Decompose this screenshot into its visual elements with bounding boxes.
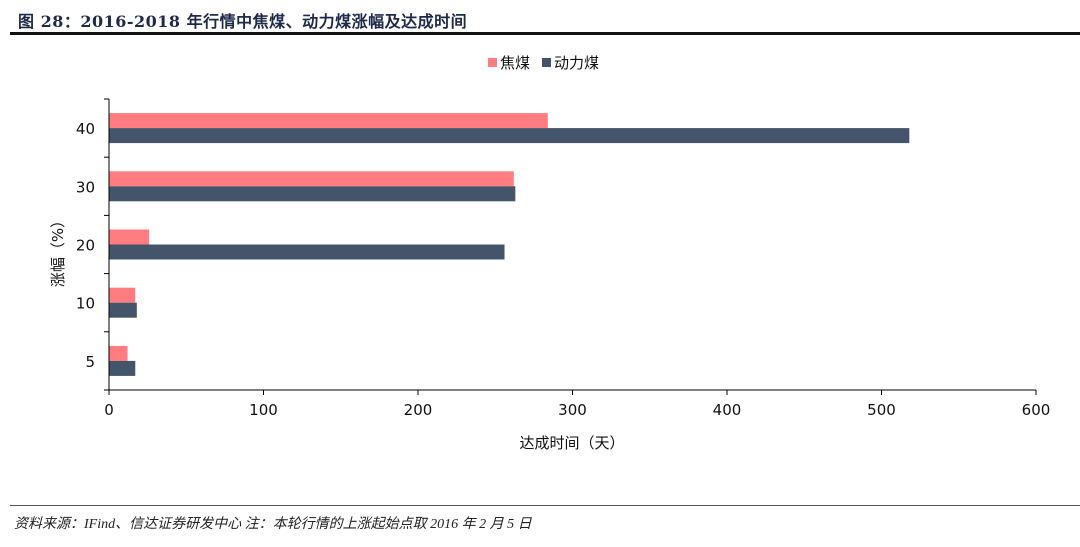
source-note: 资料来源：IFind、信达证券研发中心 注：本轮行情的上涨起始点取 2016 年… — [14, 517, 532, 532]
bar-coking-coal-40 — [109, 113, 548, 129]
legend-swatch-coking-coal — [488, 58, 497, 67]
x-axis-label: 达成时间（天） — [519, 434, 624, 452]
bar-coking-coal-20 — [109, 229, 150, 245]
legend: 焦煤 动力煤 — [488, 54, 599, 72]
bar-thermal-coal-10 — [109, 302, 137, 318]
y-tick-label: 20 — [76, 237, 95, 255]
legend-label-coking-coal: 焦煤 — [500, 54, 530, 72]
y-tick-label: 40 — [76, 120, 95, 138]
x-tick-label: 400 — [713, 401, 742, 419]
bars — [109, 113, 910, 376]
footer-divider — [10, 505, 1080, 506]
bar-coking-coal-30 — [109, 171, 514, 187]
bar-thermal-coal-40 — [109, 128, 910, 144]
bar-thermal-coal-30 — [109, 186, 516, 202]
y-tick-label: 5 — [85, 353, 95, 371]
bar-coking-coal-5 — [109, 345, 128, 361]
legend-swatch-thermal-coal — [542, 58, 551, 67]
title-divider — [10, 32, 1080, 35]
legend-label-thermal-coal: 动力煤 — [554, 54, 599, 72]
axes: 40 30 20 10 5 0 100 200 300 400 500 600 — [76, 98, 1051, 419]
x-tick-label: 500 — [867, 401, 896, 419]
x-tick-label: 200 — [404, 401, 433, 419]
x-tick-label: 100 — [249, 401, 278, 419]
bar-chart: 焦煤 动力煤 40 30 20 10 5 0 100 200 300 400 500 600 达成时间（… — [49, 54, 1051, 452]
x-tick-label: 600 — [1022, 401, 1051, 419]
bar-thermal-coal-20 — [109, 244, 505, 260]
bar-thermal-coal-5 — [109, 360, 136, 376]
y-axis-label: 涨幅（%） — [49, 213, 67, 287]
x-tick-label: 0 — [104, 401, 114, 419]
x-tick-label: 300 — [558, 401, 587, 419]
figure-title: 图 28：2016-2018 年行情中焦煤、动力煤涨幅及达成时间 — [18, 12, 468, 31]
y-tick-label: 30 — [76, 178, 95, 196]
bar-coking-coal-10 — [109, 287, 136, 303]
y-tick-label: 10 — [76, 295, 95, 313]
